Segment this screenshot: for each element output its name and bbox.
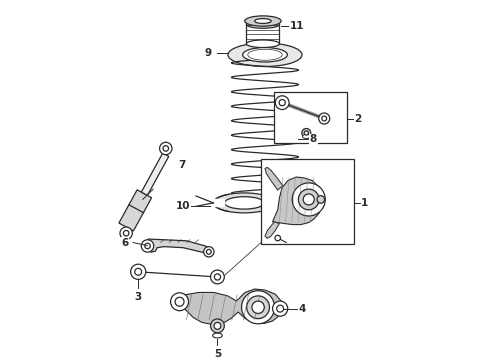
Polygon shape xyxy=(272,177,322,225)
Circle shape xyxy=(318,113,330,124)
Ellipse shape xyxy=(228,43,302,67)
Circle shape xyxy=(242,291,274,324)
Polygon shape xyxy=(145,239,212,253)
Circle shape xyxy=(275,235,280,241)
Circle shape xyxy=(206,249,211,254)
Text: 5: 5 xyxy=(214,349,221,359)
Circle shape xyxy=(135,268,142,275)
Text: 7: 7 xyxy=(178,160,185,170)
Circle shape xyxy=(214,323,221,329)
Circle shape xyxy=(275,96,289,109)
Circle shape xyxy=(292,183,325,216)
Ellipse shape xyxy=(246,21,279,28)
Ellipse shape xyxy=(243,48,287,62)
Circle shape xyxy=(279,100,285,106)
Circle shape xyxy=(145,243,150,249)
Circle shape xyxy=(120,227,132,239)
Polygon shape xyxy=(265,167,283,190)
Circle shape xyxy=(160,142,172,155)
Polygon shape xyxy=(265,222,279,238)
Circle shape xyxy=(303,194,314,205)
Circle shape xyxy=(131,264,146,279)
Circle shape xyxy=(252,301,264,314)
Circle shape xyxy=(304,131,308,135)
Circle shape xyxy=(272,301,288,316)
Circle shape xyxy=(204,247,214,257)
Text: 11: 11 xyxy=(290,21,304,31)
Ellipse shape xyxy=(224,197,264,209)
Ellipse shape xyxy=(255,19,271,23)
Ellipse shape xyxy=(248,49,282,60)
Circle shape xyxy=(123,230,129,236)
Bar xyxy=(274,92,346,143)
Text: 4: 4 xyxy=(298,303,305,314)
Text: 10: 10 xyxy=(175,201,190,211)
Polygon shape xyxy=(119,190,151,231)
Circle shape xyxy=(211,270,224,284)
Text: 9: 9 xyxy=(204,48,212,58)
Ellipse shape xyxy=(213,333,222,338)
Polygon shape xyxy=(172,289,283,324)
Text: 6: 6 xyxy=(122,238,128,248)
Text: 2: 2 xyxy=(354,113,362,123)
Circle shape xyxy=(317,195,324,203)
Text: 1: 1 xyxy=(361,198,368,208)
Circle shape xyxy=(302,129,311,138)
Ellipse shape xyxy=(213,193,275,213)
Bar xyxy=(261,159,353,244)
Circle shape xyxy=(214,274,220,280)
Text: 3: 3 xyxy=(135,292,142,302)
Circle shape xyxy=(322,116,327,121)
Ellipse shape xyxy=(245,16,281,26)
Circle shape xyxy=(175,297,184,306)
Polygon shape xyxy=(141,153,169,195)
Circle shape xyxy=(277,305,284,312)
Ellipse shape xyxy=(246,40,279,48)
Circle shape xyxy=(141,240,154,252)
Ellipse shape xyxy=(302,134,310,139)
Circle shape xyxy=(247,296,270,319)
Text: 8: 8 xyxy=(310,134,317,144)
Circle shape xyxy=(211,319,224,333)
Circle shape xyxy=(171,293,189,311)
Circle shape xyxy=(163,146,169,151)
Circle shape xyxy=(298,189,319,210)
